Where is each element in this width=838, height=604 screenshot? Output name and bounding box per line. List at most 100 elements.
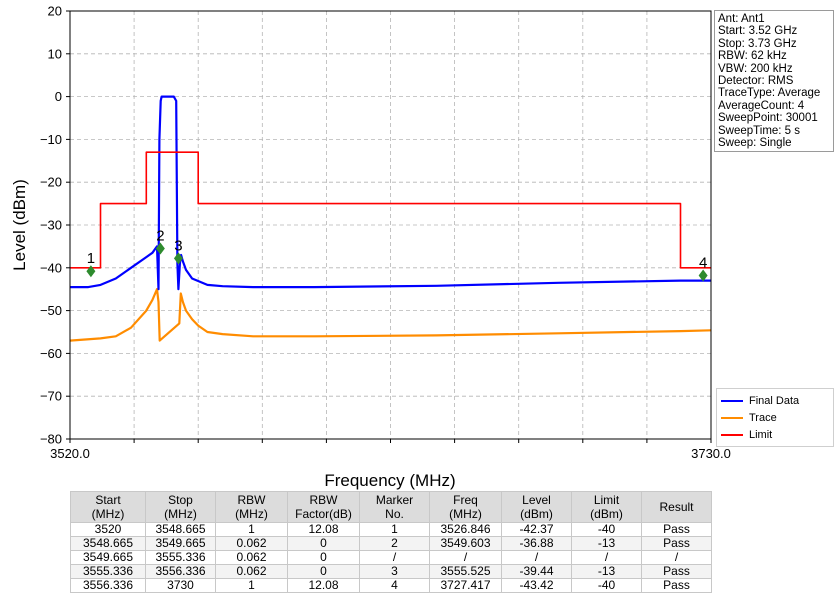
table-cell: 3556.336 [145, 564, 216, 579]
header-text: Marker [375, 493, 414, 507]
table-cell: 3555.336 [145, 550, 216, 565]
table-cell: 0.062 [215, 550, 288, 565]
table-header-cell: Result [641, 491, 712, 523]
table-header-row: Start (MHz) Stop (MHz) RBW (MHz) RBW Factor(dB)… [70, 491, 712, 523]
table-cell: 0 [287, 536, 360, 551]
legend-label: Final Data [749, 394, 800, 407]
legend-item-trace: Trace [721, 409, 829, 426]
table-row: 3555.336 3556.336 0.062 0 3 3555.525 -39.44 -13… [70, 564, 712, 579]
table-cell: -36.88 [501, 536, 572, 551]
table-cell: 3526.846 [429, 522, 502, 537]
table-cell: / [501, 550, 572, 565]
table-cell: / [359, 550, 430, 565]
table-header-cell: Marker No. [359, 491, 430, 523]
x-tick-label: 3520.0 [50, 446, 90, 461]
x-axis-label: Frequency (MHz) [324, 471, 455, 490]
table-cell: -40 [571, 522, 642, 537]
y-tick-label: −60 [40, 346, 62, 361]
marker-point [698, 269, 708, 282]
table-header-cell: RBW (MHz) [215, 491, 288, 523]
y-tick-label: 10 [48, 46, 62, 61]
table-row: 3520 3548.665 1 12.08 1 3526.846 -42.37 -40 Pass [70, 522, 712, 537]
header-text: Freq [453, 493, 478, 507]
table-cell: -13 [571, 536, 642, 551]
table-cell: 3549.665 [145, 536, 216, 551]
table-cell: 3 [359, 564, 430, 579]
info-line: SweepPoint: 30001 [718, 112, 818, 125]
table-cell: Pass [641, 536, 712, 551]
info-line: Ant: Ant1 [718, 13, 765, 25]
header-text: (MHz) [164, 507, 197, 521]
legend-swatch [721, 399, 743, 402]
y-tick-label: −40 [40, 260, 62, 275]
header-text: Result [659, 500, 694, 514]
header-text: (dBm) [590, 507, 623, 521]
header-text: Limit [593, 493, 620, 507]
marker-label: 3 [174, 237, 182, 254]
chart-legend: Final Data Trace Limit [716, 388, 834, 447]
series-line-final-data [70, 95, 711, 291]
header-text: (dBm) [520, 507, 553, 521]
header-text: RBW [237, 493, 266, 507]
table-cell: 0.062 [215, 536, 288, 551]
table-header-cell: Stop (MHz) [145, 491, 216, 523]
y-tick-label: −70 [40, 389, 62, 404]
table-cell: Pass [641, 522, 712, 537]
table-cell: 3727.417 [429, 578, 502, 593]
legend-item-limit: Limit [721, 426, 829, 443]
info-line: Stop: 3.73 GHz [718, 37, 797, 50]
table-cell: 3548.665 [70, 536, 146, 551]
info-line: AverageCount: 4 [718, 99, 805, 112]
table-cell: 2 [359, 536, 430, 551]
header-text: (MHz) [91, 507, 125, 521]
table-cell: Pass [641, 564, 712, 579]
info-line: Start: 3.52 GHz [718, 25, 798, 38]
table-cell: 3520 [70, 522, 146, 537]
table-cell: -43.42 [501, 578, 572, 593]
table-cell: 0.062 [215, 564, 288, 579]
series-line-trace [69, 288, 712, 342]
table-row: 3556.336 3730 1 12.08 4 3727.417 -43.42 -40 Pass [70, 578, 712, 593]
y-axis-label: Level (dBm) [10, 179, 29, 271]
series-line-limit [70, 151, 711, 269]
marker-point [173, 252, 183, 265]
header-text: Start [95, 493, 121, 507]
info-line: TraceType: Average [718, 87, 821, 100]
table-body: 3520 3548.665 1 12.08 1 3526.846 -42.37 -40 Pass… [70, 522, 712, 593]
marker-point [155, 242, 165, 255]
legend-item-final-data: Final Data [721, 392, 829, 409]
marker-label: 4 [699, 255, 707, 272]
y-tick-label: −30 [40, 218, 62, 233]
table-cell: -39.44 [501, 564, 572, 579]
legend-label: Limit [749, 428, 773, 441]
marker-layer: 1 23 4 [86, 228, 708, 282]
table-cell: -13 [571, 564, 642, 579]
marker-label: 1 [87, 250, 95, 267]
results-table: Start (MHz) Stop (MHz) RBW (MHz) RBW Factor(dB)… [70, 491, 712, 593]
info-line: SweepTime: 5 s [718, 124, 801, 137]
grid-lines [70, 10, 711, 440]
table-cell: -42.37 [501, 522, 572, 537]
table-header-cell: Limit (dBm) [571, 491, 642, 523]
marker-point [86, 265, 96, 278]
y-tick-label: −10 [40, 132, 62, 147]
table-cell: 1 [215, 522, 288, 537]
table-cell: 4 [359, 578, 430, 593]
marker-label: 2 [156, 228, 164, 245]
header-text: Factor(dB) [295, 507, 352, 521]
y-axis-ticks: 20 10 0 −10 −20 −30 −40 −50 −60 −70 −80 [40, 4, 70, 447]
table-header-cell: Freq (MHz) [429, 491, 502, 523]
y-tick-label: −50 [40, 303, 62, 318]
table-cell: 3556.336 [70, 578, 146, 593]
table-cell: 3555.525 [429, 564, 502, 579]
table-cell: / [429, 550, 502, 565]
table-cell: 12.08 [287, 522, 360, 537]
table-cell: 3548.665 [145, 522, 216, 537]
table-cell: 0 [287, 564, 360, 579]
header-text: Stop [168, 493, 193, 507]
table-cell: 1 [359, 522, 430, 537]
y-tick-label: −20 [40, 175, 62, 190]
x-axis-ticks: 3520.0 3730.0 [50, 439, 731, 461]
series-layer [69, 95, 712, 342]
x-tick-label: 3730.0 [691, 446, 731, 461]
